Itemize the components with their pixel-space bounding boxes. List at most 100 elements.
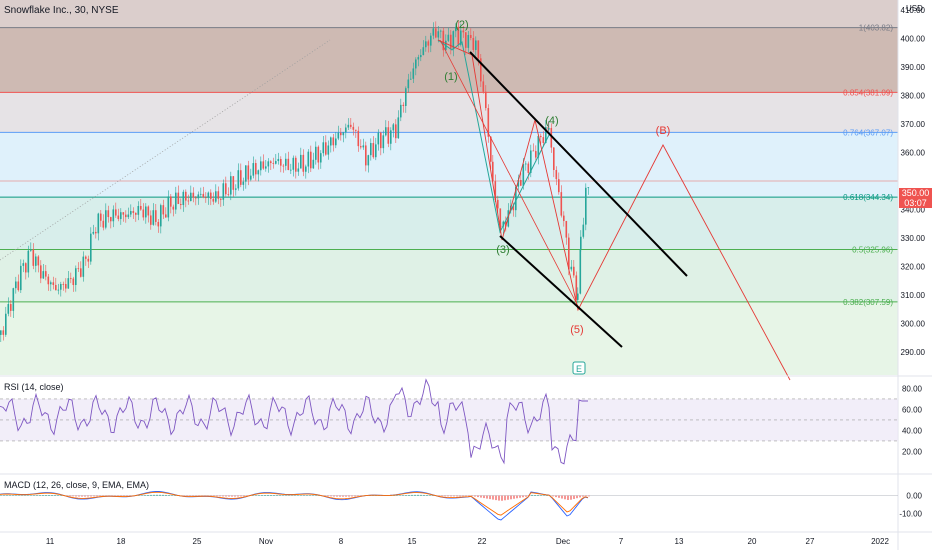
macd-histogram-bar [489, 495, 491, 500]
candle-body [548, 128, 550, 130]
macd-histogram-bar [99, 495, 101, 497]
candle-body [455, 26, 457, 32]
candle-body [487, 108, 490, 137]
candle-body [407, 79, 410, 89]
candle-body [232, 176, 235, 190]
channel-upper-line[interactable] [469, 51, 688, 277]
macd-histogram-bar [294, 495, 296, 496]
candle-body [152, 210, 155, 225]
macd-histogram-bar [525, 495, 527, 497]
price-axis-label-3: 380.00 [901, 92, 926, 101]
candle-body [340, 132, 342, 136]
macd-histogram-bar [0, 495, 2, 496]
candle-body [130, 211, 132, 215]
candle-body [505, 221, 507, 227]
macd-histogram-bar [543, 495, 545, 496]
candle-body [185, 191, 187, 201]
macd-histogram-bar [168, 495, 170, 496]
channel-lower-line[interactable] [499, 235, 623, 348]
candle-body [52, 282, 55, 285]
candle-body [560, 192, 563, 216]
candle-body [540, 135, 542, 138]
macd-histogram-bar [216, 495, 218, 497]
symbol-title[interactable]: Snowflake Inc., 30, NYSE [4, 5, 119, 16]
candle-body [482, 81, 485, 92]
event-marker[interactable] [572, 361, 586, 375]
macd-histogram-bar [267, 494, 269, 496]
candle-body [555, 169, 558, 180]
candle-body [470, 35, 472, 38]
macd-histogram-bar [153, 494, 155, 496]
candle-body [579, 249, 582, 294]
candle-body [577, 293, 579, 300]
macd-histogram-bar [141, 495, 143, 496]
macd-histogram-bar [495, 495, 497, 501]
macd-histogram-bar [255, 495, 257, 496]
macd-histogram-bar [399, 495, 401, 496]
trend-line-dotted[interactable] [0, 39, 331, 261]
candle-body [142, 209, 145, 218]
macd-histogram-bar [282, 495, 284, 496]
candle-body [345, 127, 347, 133]
candle-body [17, 281, 20, 291]
rsi-line[interactable] [0, 378, 588, 465]
candle-body [432, 28, 435, 36]
candle-body [550, 128, 553, 148]
price-axis-label-11: 300.00 [901, 320, 926, 329]
candle-body [575, 275, 578, 300]
candle-body [420, 55, 422, 58]
candle-body [385, 127, 387, 136]
candle-body [200, 193, 202, 195]
macd-histogram-bar [537, 495, 539, 496]
wave-path-green[interactable] [437, 39, 550, 234]
price-axis-label-0: 410.00 [901, 6, 926, 15]
candle-body [190, 192, 192, 201]
candle-body [215, 191, 217, 202]
rsi-axis-label-2: 40.00 [902, 426, 923, 435]
macd-histogram-bar [51, 495, 53, 496]
macd-histogram-bar [243, 495, 245, 497]
macd-histogram-bar [213, 495, 215, 497]
time-axis-label-7: Dec [556, 537, 570, 546]
candle-body [65, 284, 67, 289]
macd-histogram-bar [429, 495, 431, 496]
candle-body [240, 170, 242, 185]
macd-histogram-bar [45, 494, 47, 496]
macd-histogram-bar [513, 495, 515, 499]
macd-histogram-bar [417, 494, 419, 496]
candle-body [380, 132, 382, 149]
rsi-label[interactable]: RSI (14, close) [4, 382, 64, 392]
fib-label-2: 0.764(367.07) [843, 128, 893, 137]
macd-histogram-bar [498, 495, 500, 501]
candle-body [262, 161, 265, 169]
candle-body [300, 154, 302, 169]
price-axis-label-4: 370.00 [901, 120, 926, 129]
macd-histogram-bar [444, 495, 446, 497]
macd-axis-label-1: -10.00 [899, 510, 922, 519]
candle-body [165, 214, 167, 218]
macd-histogram-bar [459, 495, 461, 497]
wave-path-red-2[interactable] [439, 39, 581, 311]
candle-body [250, 175, 252, 180]
candle-body [7, 304, 10, 314]
macd-histogram-bar [552, 495, 554, 497]
candle-body [302, 154, 305, 172]
macd-histogram-bar [156, 494, 158, 496]
macd-histogram-bar [273, 495, 275, 496]
macd-signal-line[interactable] [0, 491, 589, 516]
candle-body [37, 256, 40, 266]
macd-histogram-bar [531, 494, 533, 496]
candle-body [82, 256, 85, 277]
macd-histogram-bar [228, 495, 230, 497]
candle-body [310, 151, 312, 169]
macd-histogram-bar [261, 495, 263, 496]
candle-body [430, 35, 432, 46]
candle-body [587, 187, 590, 189]
candle-body [325, 142, 327, 155]
candle-body [390, 130, 392, 144]
macd-label[interactable]: MACD (12, 26, close, 9, EMA, EMA) [4, 480, 150, 490]
macd-histogram-bar [303, 495, 305, 496]
candle-body [182, 191, 185, 206]
macd-histogram-bar [123, 495, 125, 497]
